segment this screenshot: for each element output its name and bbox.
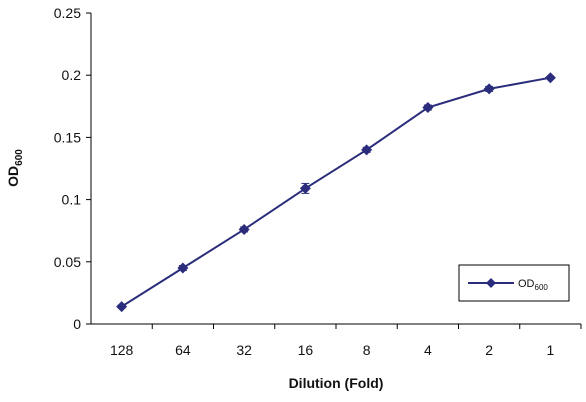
x-axis-ticks: 128 64 32 16 8 4 2 1: [110, 324, 582, 358]
series-layer: [116, 72, 556, 313]
x-tick-label: 4: [424, 342, 432, 358]
data-point: [116, 301, 128, 313]
legend: OD600: [458, 264, 570, 302]
legend-marker: [486, 278, 496, 288]
x-tick-label: 1: [546, 342, 554, 358]
x-tick-label: 32: [236, 342, 252, 358]
legend-label-subscript: 600: [535, 283, 549, 292]
data-point: [177, 262, 189, 274]
y-axis-title: OD600: [5, 149, 25, 187]
y-tick-label: 0: [73, 316, 81, 332]
legend-label: OD600: [518, 278, 548, 292]
x-tick-label: 8: [363, 342, 371, 358]
y-tick-label: 0.25: [54, 5, 81, 21]
y-tick-label: 0.2: [62, 67, 82, 83]
y-axis-title-subscript: 600: [14, 149, 25, 166]
y-tick-label: 0.05: [54, 254, 81, 270]
x-axis-title: Dilution (Fold): [289, 375, 384, 391]
series-line: [121, 76, 551, 308]
data-point: [483, 83, 495, 95]
legend-label-main: OD: [518, 278, 535, 290]
data-point: [422, 102, 434, 114]
y-tick-label: 0.1: [62, 192, 82, 208]
x-tick-label: 2: [485, 342, 493, 358]
x-tick-label: 16: [298, 342, 314, 358]
y-tick-label: 0.15: [54, 129, 81, 145]
y-axis-ticks: 0 0.05 0.1 0.15 0.2 0.25: [54, 5, 91, 332]
data-point: [544, 72, 556, 84]
data-point: [299, 182, 311, 194]
x-tick-label: 64: [175, 342, 191, 358]
series: [116, 72, 556, 313]
y-axis-title-main: OD: [5, 166, 21, 187]
x-tick-label: 128: [110, 342, 134, 358]
data-point: [238, 223, 250, 235]
data-point: [361, 144, 373, 156]
